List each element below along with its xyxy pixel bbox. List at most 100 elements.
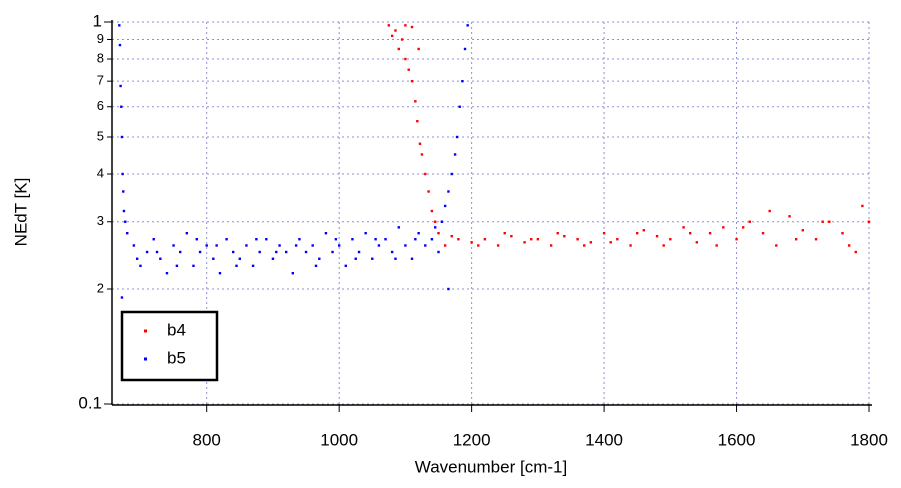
point <box>120 296 124 299</box>
point <box>318 257 321 260</box>
point <box>205 244 208 247</box>
y-tick-label: 6 <box>97 98 104 113</box>
point <box>159 257 162 260</box>
point <box>118 43 122 47</box>
point <box>662 244 665 247</box>
point <box>407 68 410 71</box>
point <box>695 241 699 244</box>
y-tick-label: 1 <box>93 11 102 30</box>
point <box>715 244 718 247</box>
point <box>192 264 195 268</box>
point <box>414 238 417 241</box>
point <box>410 25 414 29</box>
y-axis-label: NEdT [K] <box>11 178 30 247</box>
point <box>245 244 248 247</box>
point <box>185 231 189 235</box>
y-tick-label: 2 <box>97 280 104 295</box>
point <box>179 250 182 254</box>
point <box>410 79 414 83</box>
point <box>354 257 357 260</box>
legend-box <box>120 310 219 382</box>
point <box>120 105 123 108</box>
point <box>867 220 871 223</box>
point <box>503 231 506 235</box>
x-axis-label: Wavenumber [cm-1] <box>415 457 567 476</box>
point <box>801 229 804 232</box>
point <box>741 226 745 229</box>
point <box>536 238 540 241</box>
point <box>400 38 404 41</box>
point <box>563 234 566 238</box>
point <box>420 153 424 156</box>
point <box>397 47 400 51</box>
y-tick-label: 8 <box>97 50 104 65</box>
point <box>418 142 422 145</box>
point <box>470 241 473 244</box>
point <box>463 47 467 51</box>
point <box>265 238 268 241</box>
point <box>387 24 391 27</box>
point <box>410 257 414 260</box>
point <box>609 241 612 244</box>
point <box>417 47 420 51</box>
point <box>814 238 818 241</box>
point <box>251 264 255 268</box>
point <box>466 24 469 27</box>
point <box>483 238 487 241</box>
y-tick-label: 9 <box>97 31 104 46</box>
point <box>155 250 159 254</box>
point <box>218 271 222 275</box>
point <box>788 215 791 218</box>
point <box>212 257 215 260</box>
point <box>430 238 434 241</box>
point <box>455 135 459 139</box>
y-tick-label: 7 <box>97 73 104 88</box>
point <box>298 238 301 241</box>
point <box>284 250 288 254</box>
point <box>424 172 427 176</box>
point <box>523 241 526 244</box>
point <box>122 209 126 213</box>
point <box>390 250 394 254</box>
x-tick-label: 1200 <box>453 430 491 449</box>
point <box>414 100 417 103</box>
point <box>198 250 202 254</box>
point <box>238 257 242 260</box>
point <box>145 250 149 254</box>
point <box>761 231 765 235</box>
point <box>119 84 122 88</box>
point <box>371 257 374 260</box>
point <box>450 172 453 176</box>
point <box>748 220 751 223</box>
point <box>794 238 798 241</box>
point <box>139 264 142 268</box>
point <box>215 244 218 247</box>
point <box>821 220 824 223</box>
point <box>434 226 437 229</box>
point <box>172 244 175 247</box>
y-tick-label: 5 <box>97 128 104 143</box>
point <box>232 250 235 254</box>
x-tick-label: 1800 <box>850 430 888 449</box>
point <box>424 244 427 247</box>
legend-marker <box>144 357 147 361</box>
point <box>722 226 725 229</box>
point <box>344 264 347 268</box>
point <box>861 204 864 208</box>
point <box>404 57 407 61</box>
point <box>118 24 121 27</box>
point <box>135 257 139 260</box>
point <box>841 231 844 235</box>
point <box>629 244 632 247</box>
point <box>120 135 124 139</box>
point <box>124 220 127 223</box>
point <box>669 238 672 241</box>
point <box>357 250 361 254</box>
point <box>708 231 712 235</box>
point <box>175 264 179 268</box>
point <box>440 220 444 223</box>
point <box>397 226 400 229</box>
point <box>417 231 420 235</box>
point <box>165 271 169 275</box>
point <box>437 250 440 254</box>
